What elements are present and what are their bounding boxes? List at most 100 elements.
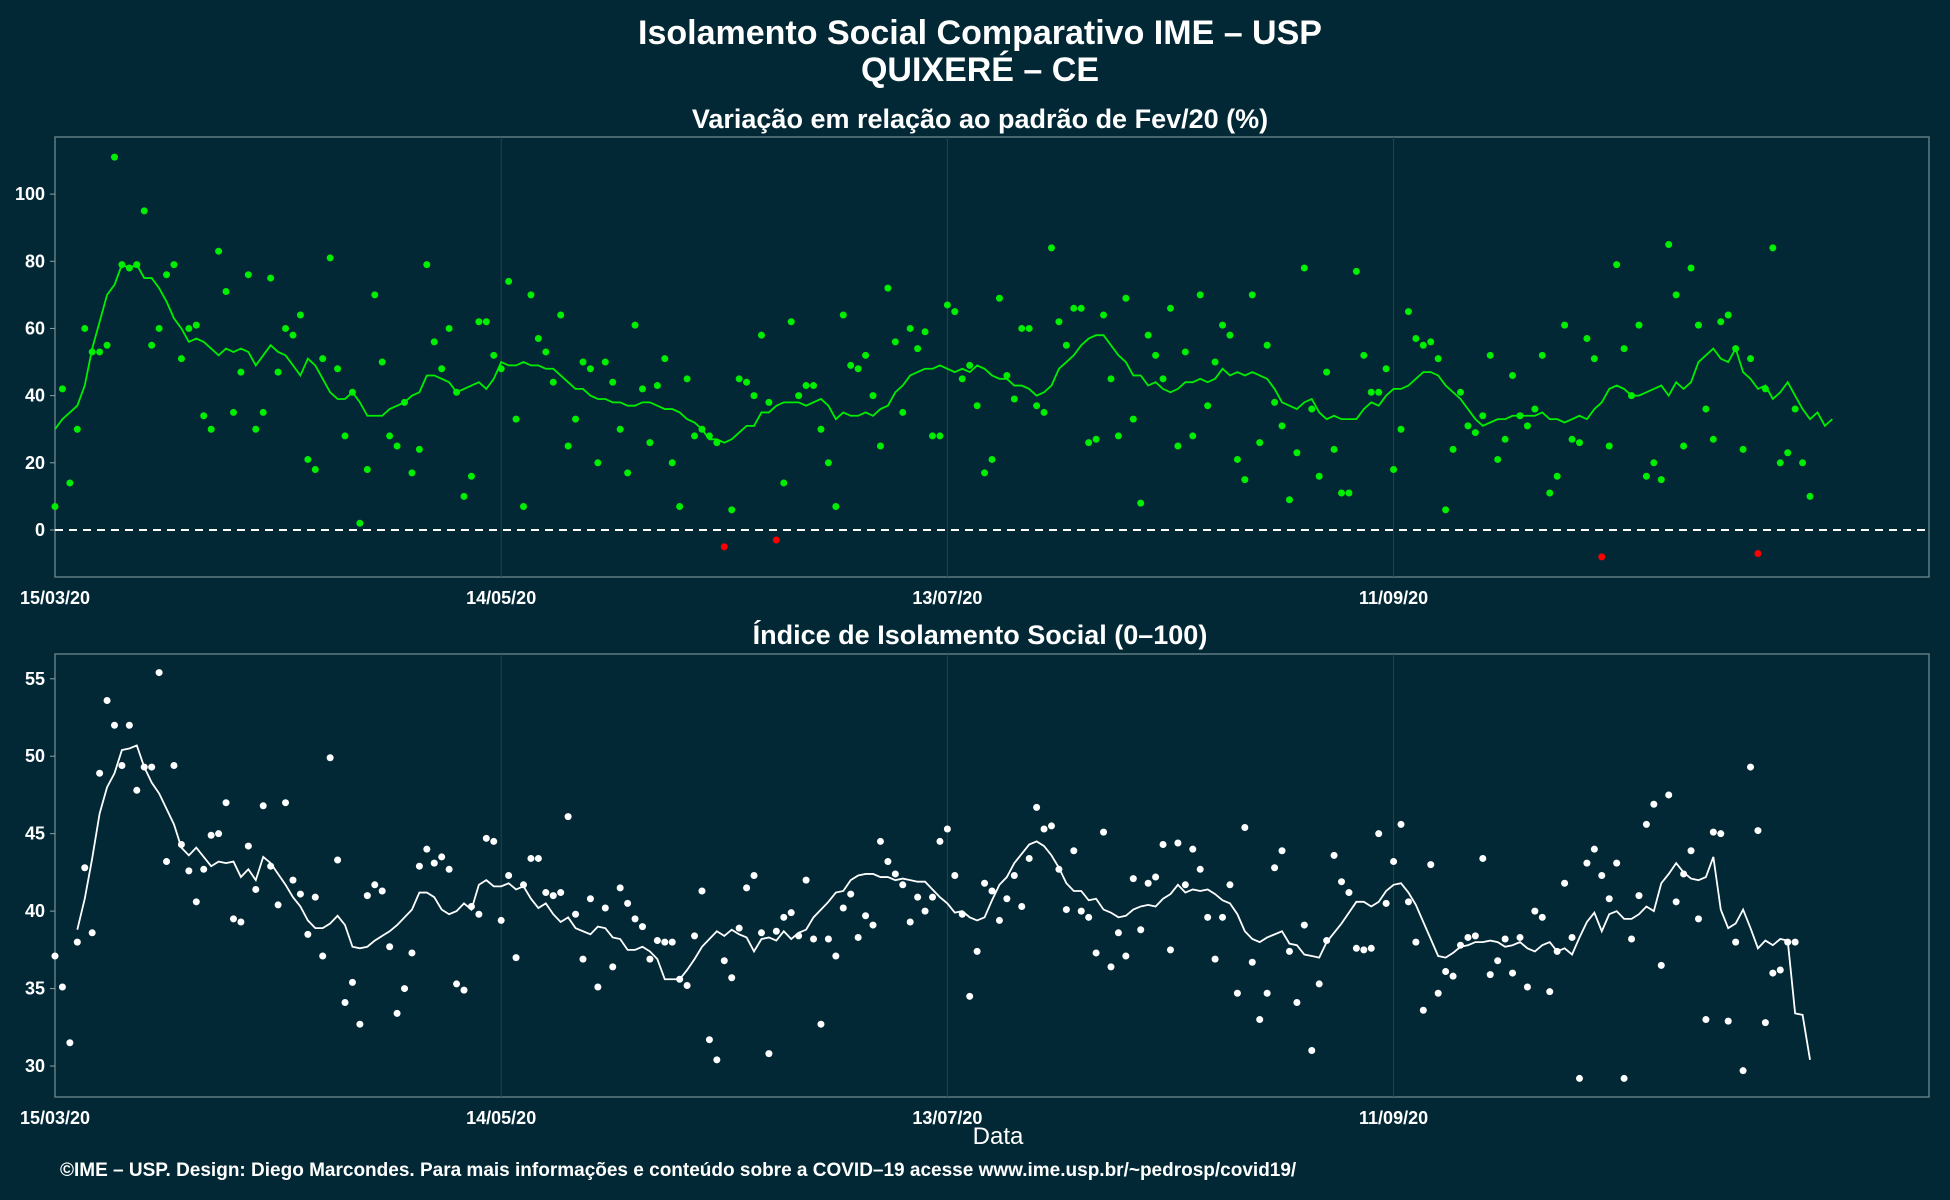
variation-data-point — [363, 466, 371, 474]
index-data-point — [363, 892, 371, 900]
variation-data-point — [914, 345, 922, 353]
variation-data-point — [1144, 331, 1152, 339]
index-data-point — [1724, 1017, 1732, 1025]
variation-data-point — [1642, 472, 1650, 480]
variation-data-point — [765, 398, 773, 406]
variation-data-point — [378, 358, 386, 366]
variation-data-point — [1553, 472, 1561, 480]
index-data-point — [1003, 895, 1011, 903]
index-data-point — [884, 858, 892, 866]
variation-data-point — [921, 328, 929, 336]
variation-data-point — [1449, 445, 1457, 453]
index-data-point — [505, 872, 513, 879]
variation-data-point — [1479, 412, 1487, 420]
index-data-point — [1248, 958, 1256, 966]
variation-data-point — [81, 324, 89, 332]
variation-data-point — [1494, 455, 1502, 463]
index-data-point — [1397, 820, 1405, 828]
index-data-point — [1166, 946, 1174, 954]
index-data-point — [475, 910, 483, 918]
index-data-point — [170, 762, 178, 770]
index-data-point — [668, 938, 676, 946]
variation-data-point — [490, 351, 498, 359]
index-data-point — [1241, 823, 1249, 831]
variation-data-point — [1717, 318, 1725, 326]
index-data-point — [148, 763, 156, 771]
variation-y-tick-label: 80 — [25, 251, 45, 271]
index-data-point — [765, 1050, 773, 1058]
variation-data-point — [326, 254, 334, 262]
variation-data-point — [817, 425, 825, 433]
index-data-point — [259, 802, 267, 810]
variation-data-point — [215, 247, 223, 255]
index-data-point — [1114, 929, 1122, 937]
index-data-point — [624, 899, 632, 907]
variation-data-point — [1025, 324, 1033, 332]
index-data-point — [1390, 858, 1398, 866]
variation-data-point — [177, 355, 185, 363]
variation-data-point — [1575, 439, 1583, 447]
index-data-point — [296, 890, 304, 898]
variation-data-point — [1278, 422, 1286, 430]
index-data-point — [1122, 952, 1130, 960]
variation-data-point — [631, 321, 639, 329]
index-x-tick-label: 11/09/20 — [1359, 1108, 1428, 1128]
variation-data-point — [787, 318, 795, 326]
variation-data-point — [1613, 261, 1621, 269]
variation-data-point — [348, 388, 356, 396]
variation-data-point — [594, 459, 602, 467]
index-data-point — [1077, 907, 1085, 915]
variation-data-point — [1665, 240, 1673, 248]
index-data-point — [542, 889, 550, 897]
variation-data-point — [1330, 445, 1338, 453]
index-data-point — [995, 916, 1003, 924]
variation-x-tick-label: 11/09/20 — [1359, 588, 1428, 608]
index-data-point — [401, 985, 409, 993]
variation-data-point — [1345, 489, 1353, 497]
index-data-point — [1047, 822, 1055, 830]
index-data-point — [1233, 989, 1241, 997]
variation-data-point — [1397, 425, 1405, 433]
index-data-point — [125, 721, 133, 729]
variation-data-point — [1761, 385, 1769, 393]
variation-data-point — [1635, 321, 1643, 329]
index-data-point — [958, 910, 966, 918]
index-data-point — [1018, 902, 1026, 910]
variation-data-point — [876, 442, 884, 450]
variation-data-point — [951, 308, 959, 316]
variation-data-point — [586, 365, 594, 373]
variation-data-point — [430, 338, 438, 346]
index-data-point — [51, 952, 59, 960]
index-data-point — [1404, 898, 1412, 906]
variation-x-tick-label: 14/05/20 — [466, 588, 536, 608]
variation-data-point — [467, 472, 475, 480]
variation-data-point — [1137, 499, 1145, 507]
index-data-point — [1449, 972, 1457, 980]
variation-data-point — [1174, 442, 1182, 450]
variation-data-point — [854, 365, 862, 373]
index-y-tick-label: 35 — [25, 979, 45, 999]
index-y-tick-label: 45 — [25, 824, 45, 844]
index-data-point — [520, 881, 527, 889]
variation-data-point — [267, 274, 275, 282]
variation-data-point — [222, 288, 230, 296]
variation-data-point — [1107, 375, 1115, 383]
variation-data-point — [1806, 492, 1814, 500]
index-data-point — [378, 887, 386, 895]
variation-data-point — [282, 324, 290, 332]
index-data-point — [973, 947, 981, 955]
index-data-point — [1271, 864, 1279, 872]
index-data-point — [676, 975, 684, 983]
index-data-point — [1367, 944, 1375, 952]
variation-data-point — [1419, 341, 1427, 349]
variation-data-point — [1486, 351, 1494, 359]
variation-data-point — [482, 318, 490, 326]
variation-data-point — [691, 432, 699, 440]
index-data-point — [1285, 947, 1293, 955]
index-x-tick-label: 13/07/20 — [912, 1108, 982, 1128]
index-data-point — [1375, 830, 1383, 838]
index-data-point — [1382, 899, 1390, 907]
variation-data-point — [341, 432, 349, 440]
variation-data-point — [638, 385, 646, 393]
index-data-point — [1360, 946, 1368, 954]
